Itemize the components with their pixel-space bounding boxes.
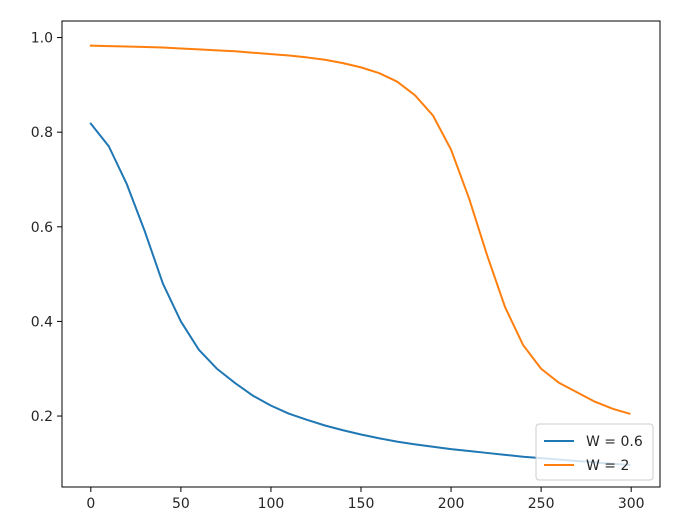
x-tick-label: 250 <box>528 496 555 512</box>
y-tick-label: 0.2 <box>31 409 53 425</box>
y-tick-label: 0.8 <box>31 125 53 141</box>
plot-frame <box>61 20 661 488</box>
x-tick-label: 300 <box>618 496 645 512</box>
x-tick-label: 0 <box>86 496 95 512</box>
plot-background <box>62 21 660 487</box>
legend-label: W = 2 <box>586 458 629 474</box>
x-tick-label: 50 <box>172 496 190 512</box>
x-tick-label: 200 <box>438 496 465 512</box>
y-axis: 0.2 0.4 0.6 0.8 1.0 <box>31 31 62 425</box>
legend: W = 0.6 W = 2 <box>535 423 654 481</box>
x-tick-label: 150 <box>348 496 375 512</box>
x-axis: 0 50 100 150 200 250 300 <box>86 487 645 512</box>
series-line-2 <box>89 44 631 415</box>
x-tick-label: 100 <box>258 496 285 512</box>
y-tick-label: 0.6 <box>31 220 53 236</box>
y-tick-label: 1.0 <box>31 31 53 47</box>
y-tick-label: 0.4 <box>31 314 53 330</box>
legend-label: W = 0.6 <box>586 434 643 450</box>
